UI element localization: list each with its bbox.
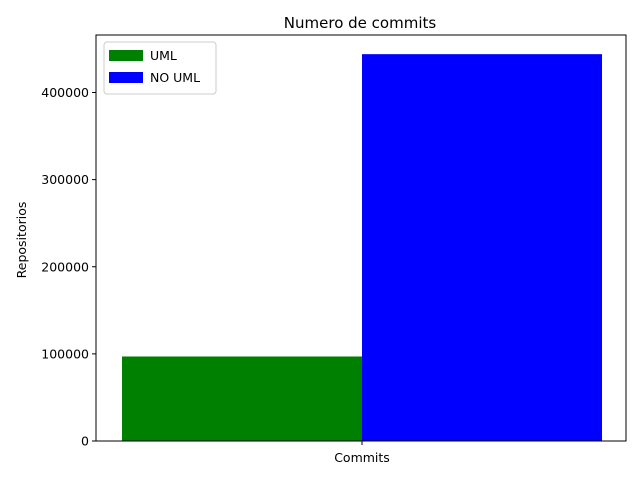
y-tick-label: 200000	[41, 259, 89, 274]
y-axis-label: Repositorios	[14, 202, 29, 279]
legend-label: NO UML	[150, 70, 200, 85]
y-tick-label: 100000	[41, 346, 89, 361]
legend: UML NO UML	[103, 41, 217, 95]
plot-frame	[95, 34, 627, 442]
x-axis: Commits	[334, 441, 390, 465]
x-tick-label: Commits	[334, 450, 390, 465]
bar-no-uml	[362, 54, 602, 441]
legend-swatch	[109, 50, 143, 61]
y-axis: 0 100000 200000 300000 400000	[41, 85, 96, 449]
bar-uml	[122, 356, 362, 441]
y-tick-label: 0	[81, 434, 89, 449]
bars-layer	[122, 54, 602, 441]
legend-swatch	[109, 72, 143, 83]
y-tick-label: 400000	[41, 85, 89, 100]
legend-label: UML	[150, 48, 177, 63]
y-tick-label: 300000	[41, 172, 89, 187]
chart-title: Numero de commits	[284, 14, 437, 32]
